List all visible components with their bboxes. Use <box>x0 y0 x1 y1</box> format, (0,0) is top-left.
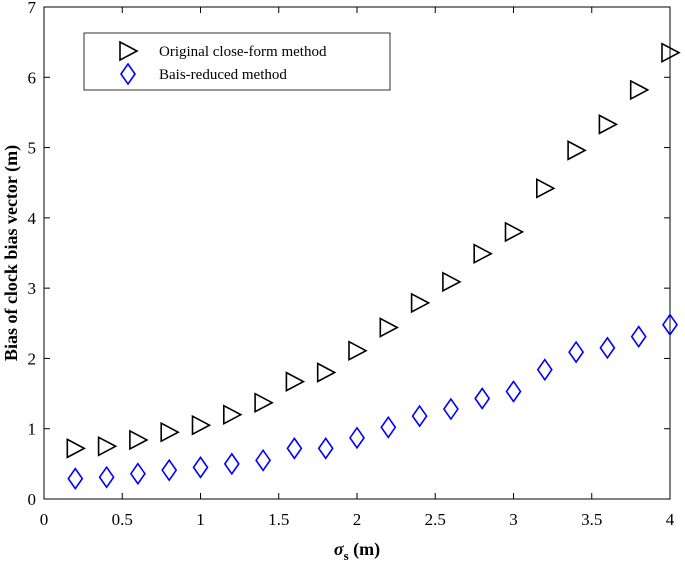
y-tick-label: 3 <box>28 279 37 298</box>
point-original <box>535 178 556 199</box>
point-original <box>316 362 337 383</box>
point-original <box>473 243 493 265</box>
x-axis: 0 0.5 1 1.5 2 2.5 3 3.5 4 <box>40 7 675 529</box>
point-original <box>97 435 118 457</box>
point-original <box>379 317 400 338</box>
point-bias-reduced <box>630 325 647 349</box>
x-tick-label: 4 <box>666 510 675 529</box>
y-tick-label: 6 <box>28 68 37 87</box>
point-bias-reduced <box>129 462 146 486</box>
point-original <box>129 429 149 451</box>
x-tick-label: 3 <box>509 510 518 529</box>
x-tick-label: 0.5 <box>112 510 133 529</box>
legend-marker-bias-reduced <box>120 62 136 86</box>
y-tick-label: 1 <box>28 420 37 439</box>
point-original <box>661 42 681 64</box>
point-bias-reduced <box>223 452 240 476</box>
point-bias-reduced <box>536 358 553 382</box>
x-tick-label: 2 <box>353 510 362 529</box>
point-original <box>504 221 525 243</box>
point-original <box>348 340 368 362</box>
legend-marker-original <box>119 40 139 62</box>
y-tick-label: 7 <box>28 0 37 17</box>
point-bias-reduced <box>67 467 84 491</box>
point-original <box>223 404 243 425</box>
y-tick-label: 2 <box>28 349 37 368</box>
y-tick-label: 4 <box>28 209 37 228</box>
point-bias-reduced <box>349 426 365 450</box>
x-tick-label: 1 <box>196 510 205 529</box>
point-original <box>629 79 650 101</box>
y-axis-label: Bias of clock bias vector (m) <box>1 145 22 361</box>
point-bias-reduced <box>505 380 522 403</box>
x-tick-label: 1.5 <box>268 510 289 529</box>
point-original <box>598 114 619 135</box>
x-tick-label: 2.5 <box>425 510 446 529</box>
point-bias-reduced <box>317 436 334 460</box>
point-original <box>442 271 462 293</box>
point-bias-reduced <box>98 465 115 489</box>
point-bias-reduced <box>411 404 428 428</box>
y-axis: 0 1 2 3 4 5 6 7 <box>28 0 670 509</box>
point-bias-reduced <box>442 397 459 421</box>
point-original <box>567 140 587 161</box>
x-axis-label-subscript: s <box>344 548 349 563</box>
point-bias-reduced <box>568 340 585 364</box>
data-markers <box>66 42 681 491</box>
point-original <box>254 392 274 414</box>
point-original <box>160 421 180 443</box>
point-bias-reduced <box>662 313 678 337</box>
point-original <box>66 438 87 459</box>
x-tick-label: 3.5 <box>581 510 602 529</box>
point-original <box>285 371 306 392</box>
point-bias-reduced <box>380 415 397 439</box>
x-tick-label: 0 <box>40 510 49 529</box>
x-axis-label-symbol: σ <box>334 539 345 559</box>
point-bias-reduced <box>286 436 303 460</box>
x-axis-label-unit: (m) <box>349 539 380 560</box>
x-axis-label: σs (m) <box>334 539 380 563</box>
y-tick-label: 5 <box>28 139 37 158</box>
point-original <box>191 414 212 436</box>
legend-box <box>83 32 391 91</box>
point-bias-reduced <box>192 455 209 479</box>
legend-label-original: Original close-form method <box>159 44 327 60</box>
point-original <box>410 292 431 314</box>
y-tick-label: 0 <box>28 490 37 509</box>
legend: Original close-form method Bais-reduced … <box>83 32 391 91</box>
point-bias-reduced <box>255 448 272 472</box>
point-bias-reduced <box>474 387 491 410</box>
point-bias-reduced <box>161 458 178 482</box>
legend-label-bias-reduced: Bais-reduced method <box>159 67 287 83</box>
point-bias-reduced <box>599 336 616 360</box>
